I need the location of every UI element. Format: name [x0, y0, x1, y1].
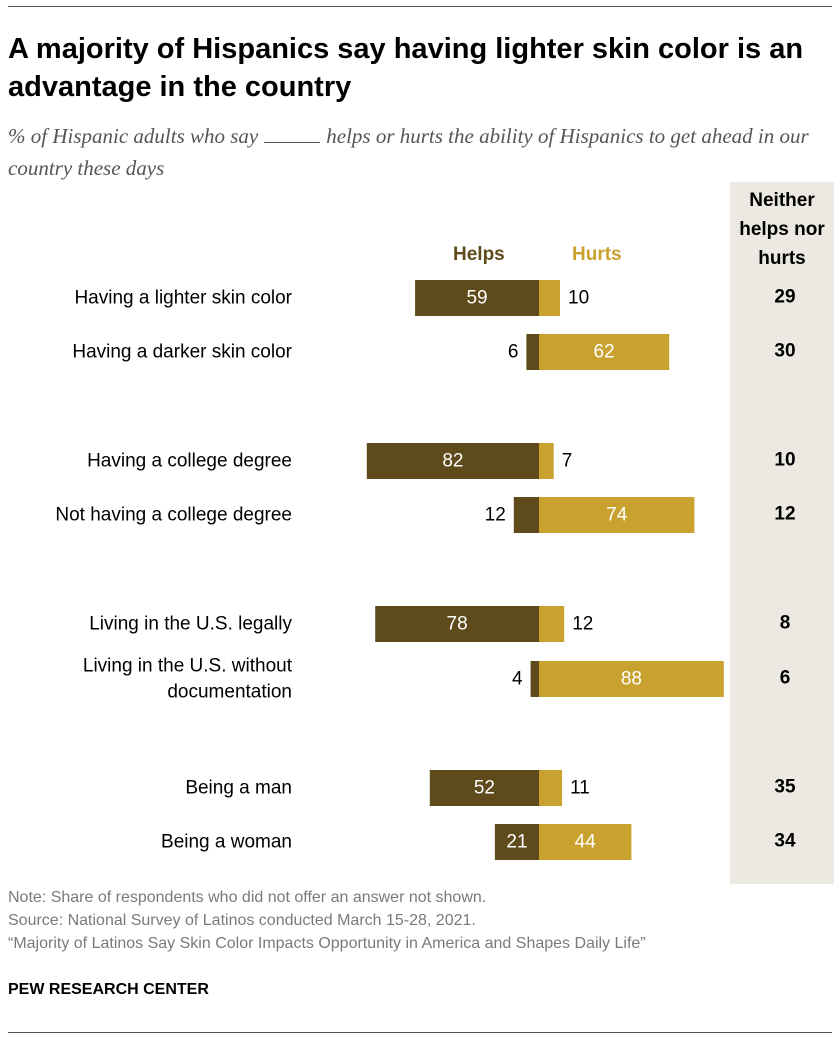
neither-value-label: 30	[774, 341, 795, 362]
neither-value-label: 6	[780, 668, 791, 689]
neither-value-label: 35	[774, 777, 796, 798]
category-label: Not having a college degree	[55, 505, 292, 526]
neither-value-label: 29	[774, 287, 795, 308]
subtitle-lead: % of Hispanic adults who say	[8, 124, 259, 148]
hurts-bar	[539, 497, 695, 533]
category-label: documentation	[167, 682, 292, 703]
neither-value-label: 12	[774, 504, 795, 525]
notes: Note: Share of respondents who did not o…	[8, 886, 832, 955]
subtitle-blank	[264, 128, 321, 143]
hurts-bar	[539, 280, 560, 316]
category-label: Being a man	[185, 778, 292, 799]
bottom-rule	[8, 1032, 832, 1033]
hurts-value-label: 12	[572, 614, 593, 635]
helps-value-label: 21	[506, 832, 527, 853]
legend-hurts: Hurts	[572, 244, 622, 265]
report-text: “Majority of Latinos Say Skin Color Impa…	[8, 935, 646, 952]
helps-bar	[375, 606, 539, 642]
helps-bar	[513, 497, 539, 533]
helps-bar	[415, 280, 539, 316]
helps-bar	[526, 334, 539, 370]
neither-value-label: 34	[774, 831, 796, 852]
hurts-value-label: 10	[568, 288, 589, 309]
category-label: Living in the U.S. legally	[89, 614, 292, 635]
category-label: Having a college degree	[87, 451, 292, 472]
hurts-bar	[539, 661, 724, 697]
hurts-bar	[539, 334, 670, 370]
hurts-value-label: 62	[594, 342, 615, 363]
category-label: Having a darker skin color	[72, 342, 292, 363]
category-label: Having a lighter skin color	[74, 288, 292, 309]
helps-bar	[494, 824, 539, 860]
top-rule	[8, 6, 832, 7]
helps-value-label: 78	[447, 614, 468, 635]
helps-value-label: 52	[474, 778, 495, 799]
subtitle-rest: helps or hurts the ability of Hispanics …	[8, 124, 809, 180]
helps-bar	[429, 770, 539, 806]
chart-title: A majority of Hispanics say having light…	[8, 33, 804, 103]
helps-bar	[530, 661, 539, 697]
neither-value-label: 10	[774, 450, 795, 471]
hurts-value-label: 7	[562, 451, 573, 472]
hurts-value-label: 44	[575, 832, 597, 853]
category-label: Being a woman	[161, 832, 292, 853]
hurts-bar	[539, 770, 563, 806]
diverging-bar-chart: Having a lighter skin color 59 10 29 Having …	[55, 280, 796, 860]
legend-helps: Helps	[453, 244, 505, 265]
neither-column-header: Neither helps nor hurts	[739, 190, 825, 269]
helps-value-label: 82	[442, 451, 463, 472]
helps-value-label: 6	[508, 342, 519, 363]
neither-value-label: 8	[780, 613, 791, 634]
helps-bar	[366, 443, 539, 479]
category-label: Living in the U.S. without	[83, 656, 293, 677]
hurts-value-label: 11	[570, 778, 590, 799]
helps-value-label: 4	[512, 669, 523, 690]
source-text: Source: National Survey of Latinos condu…	[8, 912, 476, 929]
hurts-bar	[539, 824, 632, 860]
hurts-bar	[539, 443, 554, 479]
helps-value-label: 59	[466, 288, 487, 309]
chart-subtitle: % of Hispanic adults who say helps or hur…	[8, 120, 828, 184]
neither-column-background	[730, 182, 834, 884]
hurts-value-label: 88	[621, 669, 642, 690]
pew-research-center-logo: PEW RESEARCH CENTER	[8, 981, 209, 998]
hurts-value-label: 74	[606, 505, 628, 526]
helps-value-label: 12	[485, 505, 506, 526]
note-text: Note: Share of respondents who did not o…	[8, 889, 487, 906]
hurts-bar	[539, 606, 565, 642]
